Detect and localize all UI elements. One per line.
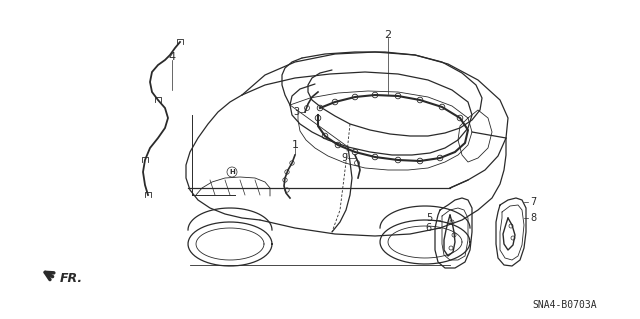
Text: 5: 5 [426,213,432,223]
Text: 1: 1 [291,140,298,150]
Text: 7: 7 [530,197,536,207]
Text: 2: 2 [385,30,392,40]
Text: 6: 6 [426,223,432,233]
Text: 8: 8 [530,213,536,223]
Text: H: H [229,169,235,175]
Text: 9: 9 [341,153,347,163]
Text: SNA4-B0703A: SNA4-B0703A [532,300,597,310]
Text: 4: 4 [168,52,175,62]
Text: 3: 3 [293,107,299,117]
Text: FR.: FR. [60,271,83,285]
